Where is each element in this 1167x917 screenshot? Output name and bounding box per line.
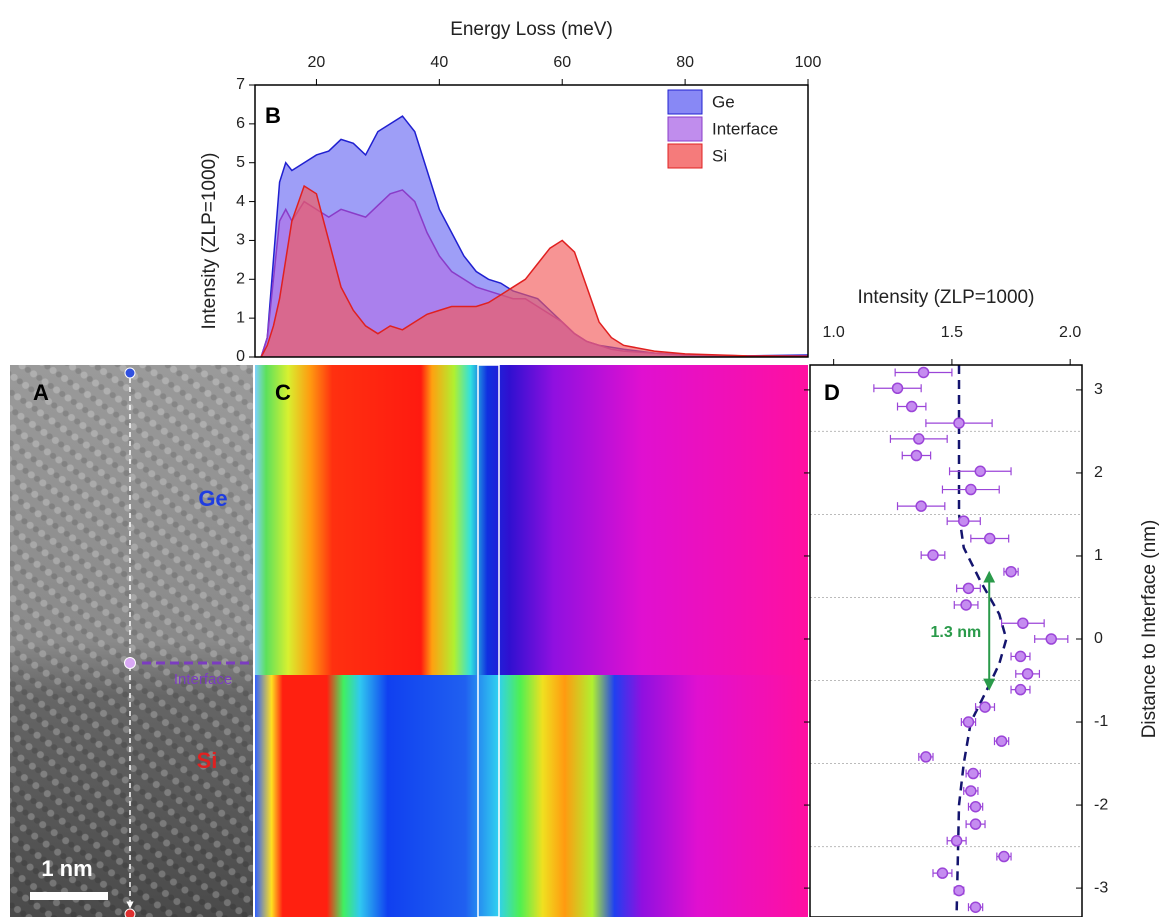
y-tick-label: 1 [236, 309, 245, 326]
scale-bar-label: 1 nm [41, 856, 92, 881]
stem-lattice [10, 365, 253, 917]
spectrum-chart: 20 40 60 80 100 0 1 2 3 4 5 6 7 Energy Loss (meV) Inte… [199, 19, 821, 365]
data-point [915, 500, 927, 512]
data-point [969, 800, 982, 813]
ge-label: Ge [198, 486, 227, 511]
y-axis-label: Distance to Interface (nm) [1139, 520, 1160, 739]
x-tick-label: 80 [676, 54, 694, 71]
data-point [905, 400, 918, 413]
x-tick-label: 60 [553, 54, 571, 71]
x-tick-label: 1.5 [941, 324, 963, 341]
data-point [917, 366, 930, 379]
area-line [260, 184, 809, 358]
panel-label: B [265, 103, 281, 128]
data-point [995, 735, 1008, 747]
data-point [984, 532, 996, 545]
si-label: Si [197, 748, 218, 773]
data-point [974, 465, 987, 478]
y-tick-label: 0 [236, 348, 245, 365]
x-tick-label: 100 [795, 54, 822, 71]
x-axis-label: Energy Loss (meV) [450, 19, 613, 40]
legend-label: Ge [712, 92, 735, 111]
data-point [920, 751, 932, 763]
data-point [910, 449, 923, 462]
data-point [979, 701, 991, 713]
y-tick-label: 0 [1094, 630, 1103, 647]
y-tick-label: -2 [1094, 796, 1108, 813]
x-tick-label: 2.0 [1059, 324, 1081, 341]
scale-bar [30, 892, 108, 900]
annotation-label: 1.3 nm [931, 624, 982, 641]
y-tick-label: 5 [236, 154, 245, 171]
y-tick-label: 4 [236, 193, 245, 210]
y-tick-label: 2 [1094, 464, 1103, 481]
y-tick-label: 7 [236, 76, 245, 93]
y-tick-label: 6 [236, 115, 245, 132]
data-point [962, 582, 975, 595]
data-point [1005, 565, 1017, 578]
x-axis-label: Intensity (ZLP=1000) [858, 287, 1035, 308]
y-tick-label: -1 [1094, 713, 1108, 730]
stem-image: A Ge Si Interface 1 nm [10, 365, 253, 917]
data-point [969, 901, 982, 913]
data-point [1014, 683, 1027, 696]
data-point [950, 835, 963, 847]
data-point [1021, 668, 1034, 680]
y-tick-label: -3 [1094, 879, 1108, 896]
map-ge-region [255, 365, 808, 675]
data-point [891, 382, 904, 394]
data-point [953, 417, 965, 429]
scan-end [124, 908, 136, 917]
fit-line [955, 365, 1008, 914]
legend-swatch [667, 89, 703, 115]
data-point [936, 867, 949, 879]
data-point [1017, 617, 1029, 629]
interface-label: Interface [174, 671, 232, 688]
y-tick-label: 1 [1094, 547, 1103, 564]
scan-start [124, 367, 136, 379]
x-tick-label: 40 [430, 54, 448, 71]
profile-chart: 1.3 nm 1.0 1.5 2.0 -3 -2 -1 0 1 2 3 Intensity (ZLP=… [804, 287, 1160, 917]
panel-label: A [33, 380, 49, 405]
data-point [953, 884, 965, 897]
x-tick-label: 1.0 [823, 324, 845, 341]
legend-swatch [667, 116, 703, 142]
panel-label: C [275, 380, 291, 405]
legend-label: Interface [712, 119, 778, 138]
map-si-region [255, 675, 808, 917]
plot-frame [809, 364, 1083, 917]
data-point [965, 483, 977, 496]
data-point [927, 549, 939, 561]
map-window [477, 364, 500, 917]
panel-label: D [824, 380, 840, 405]
data-point [1045, 633, 1058, 645]
area-fill [261, 186, 809, 357]
data-point [957, 515, 970, 527]
data-point [965, 785, 977, 797]
plot-frame [254, 84, 809, 358]
data-point [962, 716, 975, 728]
data-point [969, 818, 982, 830]
data-point [967, 767, 979, 780]
x-tick-label: 20 [308, 54, 326, 71]
spectrum-map: C [255, 364, 808, 917]
y-axis-label: Intensity (ZLP=1000) [199, 153, 220, 330]
scan-interface [124, 657, 136, 669]
data-point [1014, 650, 1027, 663]
legend-label: Si [712, 146, 727, 165]
y-tick-label: 3 [1094, 381, 1103, 398]
legend-swatch [667, 143, 703, 169]
data-point [998, 850, 1010, 863]
y-tick-label: 3 [236, 232, 245, 249]
data-point [960, 599, 972, 611]
data-point [913, 433, 925, 445]
y-tick-label: 2 [236, 271, 245, 288]
area-fill [261, 189, 809, 357]
